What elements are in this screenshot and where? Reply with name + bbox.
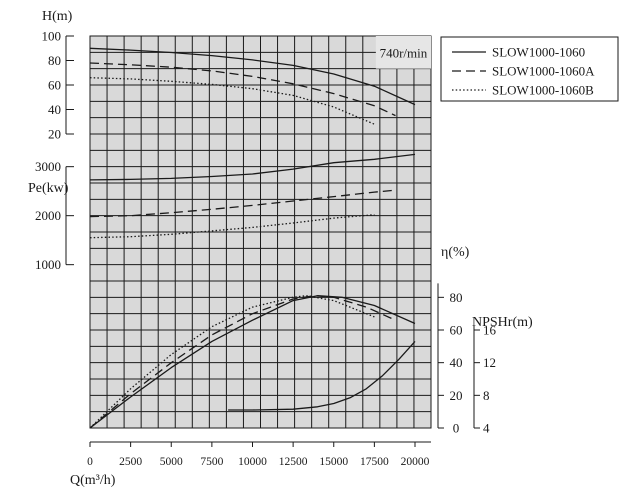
x-axis-tick-label: 12500 xyxy=(279,456,308,468)
series-3-efficiency-curve xyxy=(89,295,375,429)
npsh-axis-tick-label: 16 xyxy=(483,323,497,338)
efficiency-axis-tick-label: 40 xyxy=(450,355,463,370)
x-axis-title: Q(m³/h) xyxy=(70,473,116,488)
legend-label-1: SLOW1000-1060 xyxy=(492,45,585,60)
npsh-axis-tick-label: 4 xyxy=(483,421,490,436)
power-axis-title: Pe(kw) xyxy=(28,181,69,196)
grid xyxy=(90,36,431,428)
efficiency-axis-title: η(%) xyxy=(441,245,470,260)
series-2-efficiency-curve xyxy=(89,295,396,429)
head-axis-tick-label: 100 xyxy=(42,29,62,44)
x-axis-tick-label: 15000 xyxy=(319,456,348,468)
series-2-head-curve xyxy=(89,62,396,117)
head-axis-tick-label: 80 xyxy=(48,53,61,68)
x-axis-tick-label: 5000 xyxy=(160,456,183,468)
legend-items: SLOW1000-1060 SLOW1000-1060A SLOW1000-1060… xyxy=(452,45,595,98)
head-axis-tick-label: 20 xyxy=(48,127,61,142)
x-axis-tick-label: 2500 xyxy=(119,456,142,468)
legend: SLOW1000-1060 SLOW1000-1060A SLOW1000-1060… xyxy=(440,36,619,102)
series-3-power-curve xyxy=(89,214,375,239)
legend-label-2: SLOW1000-1060A xyxy=(492,64,595,79)
curves xyxy=(89,47,416,429)
speed-label-box: 740r/min xyxy=(375,36,431,69)
legend-box xyxy=(440,36,619,102)
head-axis-tick-label: 60 xyxy=(48,78,61,93)
efficiency-axis-tick-label: 80 xyxy=(450,290,463,305)
power-axis-tick-label: 1000 xyxy=(35,257,61,272)
power-axis-tick-label: 3000 xyxy=(35,159,61,174)
series-1-head-curve xyxy=(89,47,416,106)
npsh-axis-title: NPSHr(m) xyxy=(472,315,533,330)
x-axis-tick-label: 20000 xyxy=(401,456,430,468)
legend-label-3: SLOW1000-1060B xyxy=(492,83,594,98)
speed-label-background xyxy=(375,36,431,69)
series-1-efficiency-curve xyxy=(89,295,416,429)
axes: 20 40 60 80 100 1000 2000 3000 0 20 40 60 80 4 8 12 16 0 2… xyxy=(35,29,497,469)
efficiency-axis-tick-label: 20 xyxy=(450,388,463,403)
power-axis-tick-label: 2000 xyxy=(35,208,61,223)
efficiency-axis-tick-label: 60 xyxy=(450,323,463,338)
head-axis-title: H(m) xyxy=(42,9,73,24)
head-axis-tick-label: 40 xyxy=(48,102,61,117)
speed-label: 740r/min xyxy=(380,45,428,60)
npsh-curve xyxy=(228,340,416,411)
x-axis-tick-label: 0 xyxy=(87,456,93,468)
x-axis-tick-label: 10000 xyxy=(238,456,267,468)
x-axis-tick-label: 7500 xyxy=(200,456,223,468)
x-axis-tick-label: 17500 xyxy=(360,456,389,468)
efficiency-axis-tick-label: 0 xyxy=(453,421,460,436)
series-2-power-curve xyxy=(89,189,396,218)
npsh-axis-tick-label: 8 xyxy=(483,388,490,403)
npsh-axis-tick-label: 12 xyxy=(483,355,496,370)
series-1-power-curve xyxy=(89,153,416,181)
